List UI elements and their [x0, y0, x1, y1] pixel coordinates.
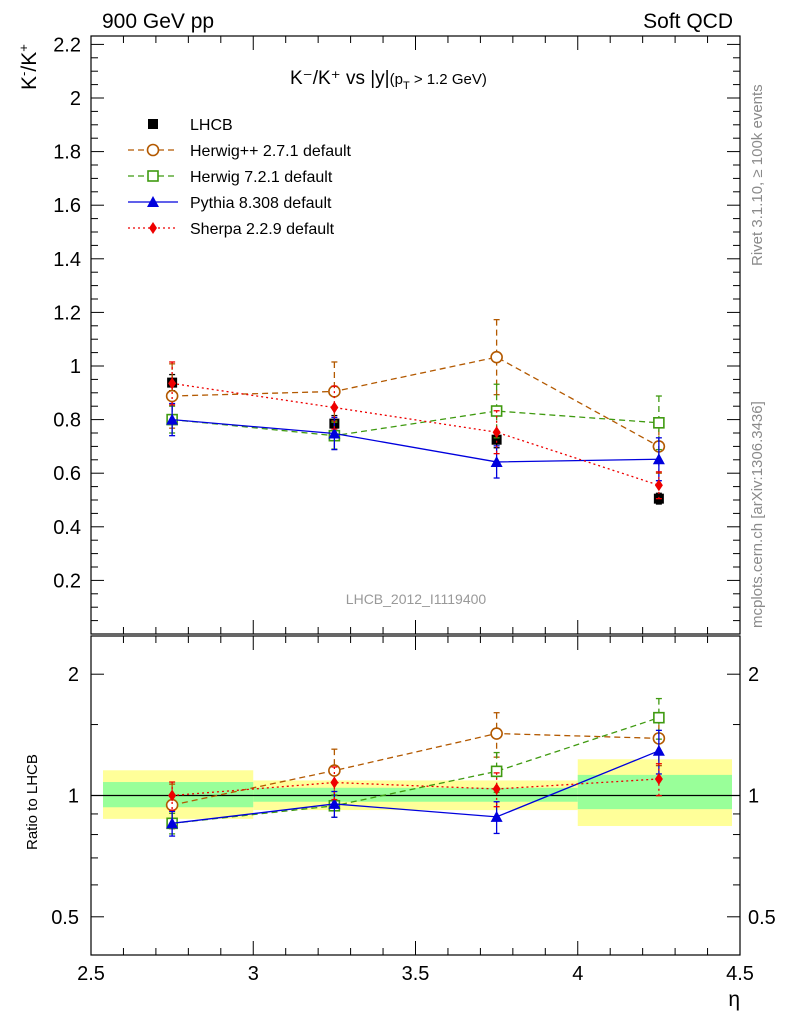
lower-point-pythia [490, 810, 503, 822]
lower-point-pythia [328, 797, 341, 809]
x-axis-label: η [728, 988, 740, 1011]
upper-point-herwigpp [490, 350, 503, 364]
upper-point-sherpa [492, 426, 501, 439]
upper-y-tick-label: 1 [70, 356, 81, 378]
header-right-label: Soft QCD [643, 10, 733, 33]
lower-line-herwig7 [172, 717, 660, 824]
mcplots-label: mcplots.cern.ch [arXiv:1306.3436] [749, 401, 766, 628]
analysis-id-label: LHCB_2012_I1119400 [346, 591, 487, 607]
legend-marker-pythia [147, 196, 159, 207]
x-tick-label: 3.5 [402, 963, 430, 985]
upper-plot-frame [90, 35, 741, 635]
lower-series-sherpa [168, 763, 663, 811]
upper-point-pythia [652, 453, 665, 465]
upper-y-tick-label: 1.6 [53, 195, 81, 217]
upper-point-herwig7 [653, 417, 665, 429]
upper-point-herwigpp [165, 389, 179, 403]
upper-y-tick-label: 0.2 [53, 570, 81, 592]
upper-series-herwigpp [165, 318, 666, 474]
legend-marker-sherpa [149, 222, 157, 234]
lower-point-sherpa [492, 782, 501, 795]
lower-point-herwig7 [653, 711, 665, 724]
lower-point-sherpa [654, 772, 663, 785]
upper-line-sherpa [172, 382, 660, 486]
upper-point-lhcb [491, 434, 502, 445]
lower-line-sherpa [172, 778, 659, 797]
lower-point-sherpa [168, 789, 177, 802]
lower-point-pythia [652, 744, 665, 756]
upper-y-tick-label: 0.6 [53, 463, 81, 485]
lower-line-herwigpp [171, 732, 659, 806]
upper-y-tick-label: 1.2 [53, 302, 81, 324]
legend-marker-lhcb [148, 119, 158, 129]
upper-y-axis-label: K-/K+ [16, 44, 41, 90]
upper-point-pythia [490, 455, 503, 467]
x-tick-label: 4.5 [726, 963, 754, 985]
lower-y-tick-label-left: 1 [68, 786, 79, 808]
lower-y-tick-label-right: 0.5 [748, 907, 776, 929]
plot-layer: 0.2 0.4 0.6 0.8 1 1.2 1.4 1.6 1.8 2 2.2 LHCB Herwig+… [51, 34, 776, 985]
lower-point-herwig7 [490, 765, 503, 778]
legend-marker-herwig7 [147, 170, 159, 182]
upper-line-herwigpp [172, 356, 660, 447]
upper-series-pythia [166, 402, 665, 482]
x-tick-label: 2.5 [77, 963, 105, 985]
upper-line-pythia [172, 418, 659, 463]
lower-y-tick-label-left: 0.5 [51, 907, 79, 929]
lower-point-pythia [166, 817, 179, 829]
legend-label-lhcb: LHCB [190, 117, 233, 134]
upper-y-tick-label: 2 [70, 88, 81, 110]
lower-band-green [253, 787, 578, 802]
legend-label-herwig7: Herwig 7.2.1 default [190, 169, 333, 186]
legend-label-herwigpp: Herwig++ 2.7.1 default [190, 143, 352, 160]
upper-y-tick-label: 0.4 [53, 517, 81, 539]
lower-y-axis-label: Ratio to LHCB [24, 754, 41, 850]
lower-point-sherpa [330, 776, 339, 789]
x-tick-label: 3 [248, 963, 259, 985]
header-left-label: 900 GeV pp [102, 10, 214, 33]
lower-point-herwigpp [490, 727, 503, 740]
upper-y-tick-label: 0.8 [53, 410, 81, 432]
upper-point-sherpa [330, 401, 339, 414]
upper-series-sherpa [168, 361, 663, 500]
upper-y-tick-label: 1.4 [53, 249, 81, 271]
upper-y-tick-label: 1.8 [53, 142, 81, 164]
upper-point-sherpa [654, 479, 663, 492]
lower-y-tick-label-right: 1 [748, 786, 759, 808]
legend-label-pythia: Pythia 8.308 default [190, 195, 332, 212]
upper-point-sherpa [168, 377, 177, 390]
upper-line-herwig7 [172, 410, 659, 437]
rivet-version-label: Rivet 3.1.10, ≥ 100k events [749, 84, 766, 266]
x-tick-label: 4 [572, 963, 583, 985]
upper-y-tick-label: 2.2 [53, 34, 81, 56]
upper-point-pythia [328, 427, 341, 439]
legend-marker-herwigpp [146, 143, 160, 157]
lower-point-herwigpp [328, 764, 341, 777]
upper-chart-title: K⁻/K⁺ vs |y|(pT > 1.2 GeV) [290, 68, 487, 92]
legend-label-sherpa: Sherpa 2.2.9 default [190, 221, 335, 238]
lower-y-tick-label-left: 2 [68, 664, 79, 686]
lower-y-tick-label-right: 2 [748, 664, 759, 686]
lower-band-green [577, 774, 732, 810]
upper-point-pythia [166, 413, 179, 425]
